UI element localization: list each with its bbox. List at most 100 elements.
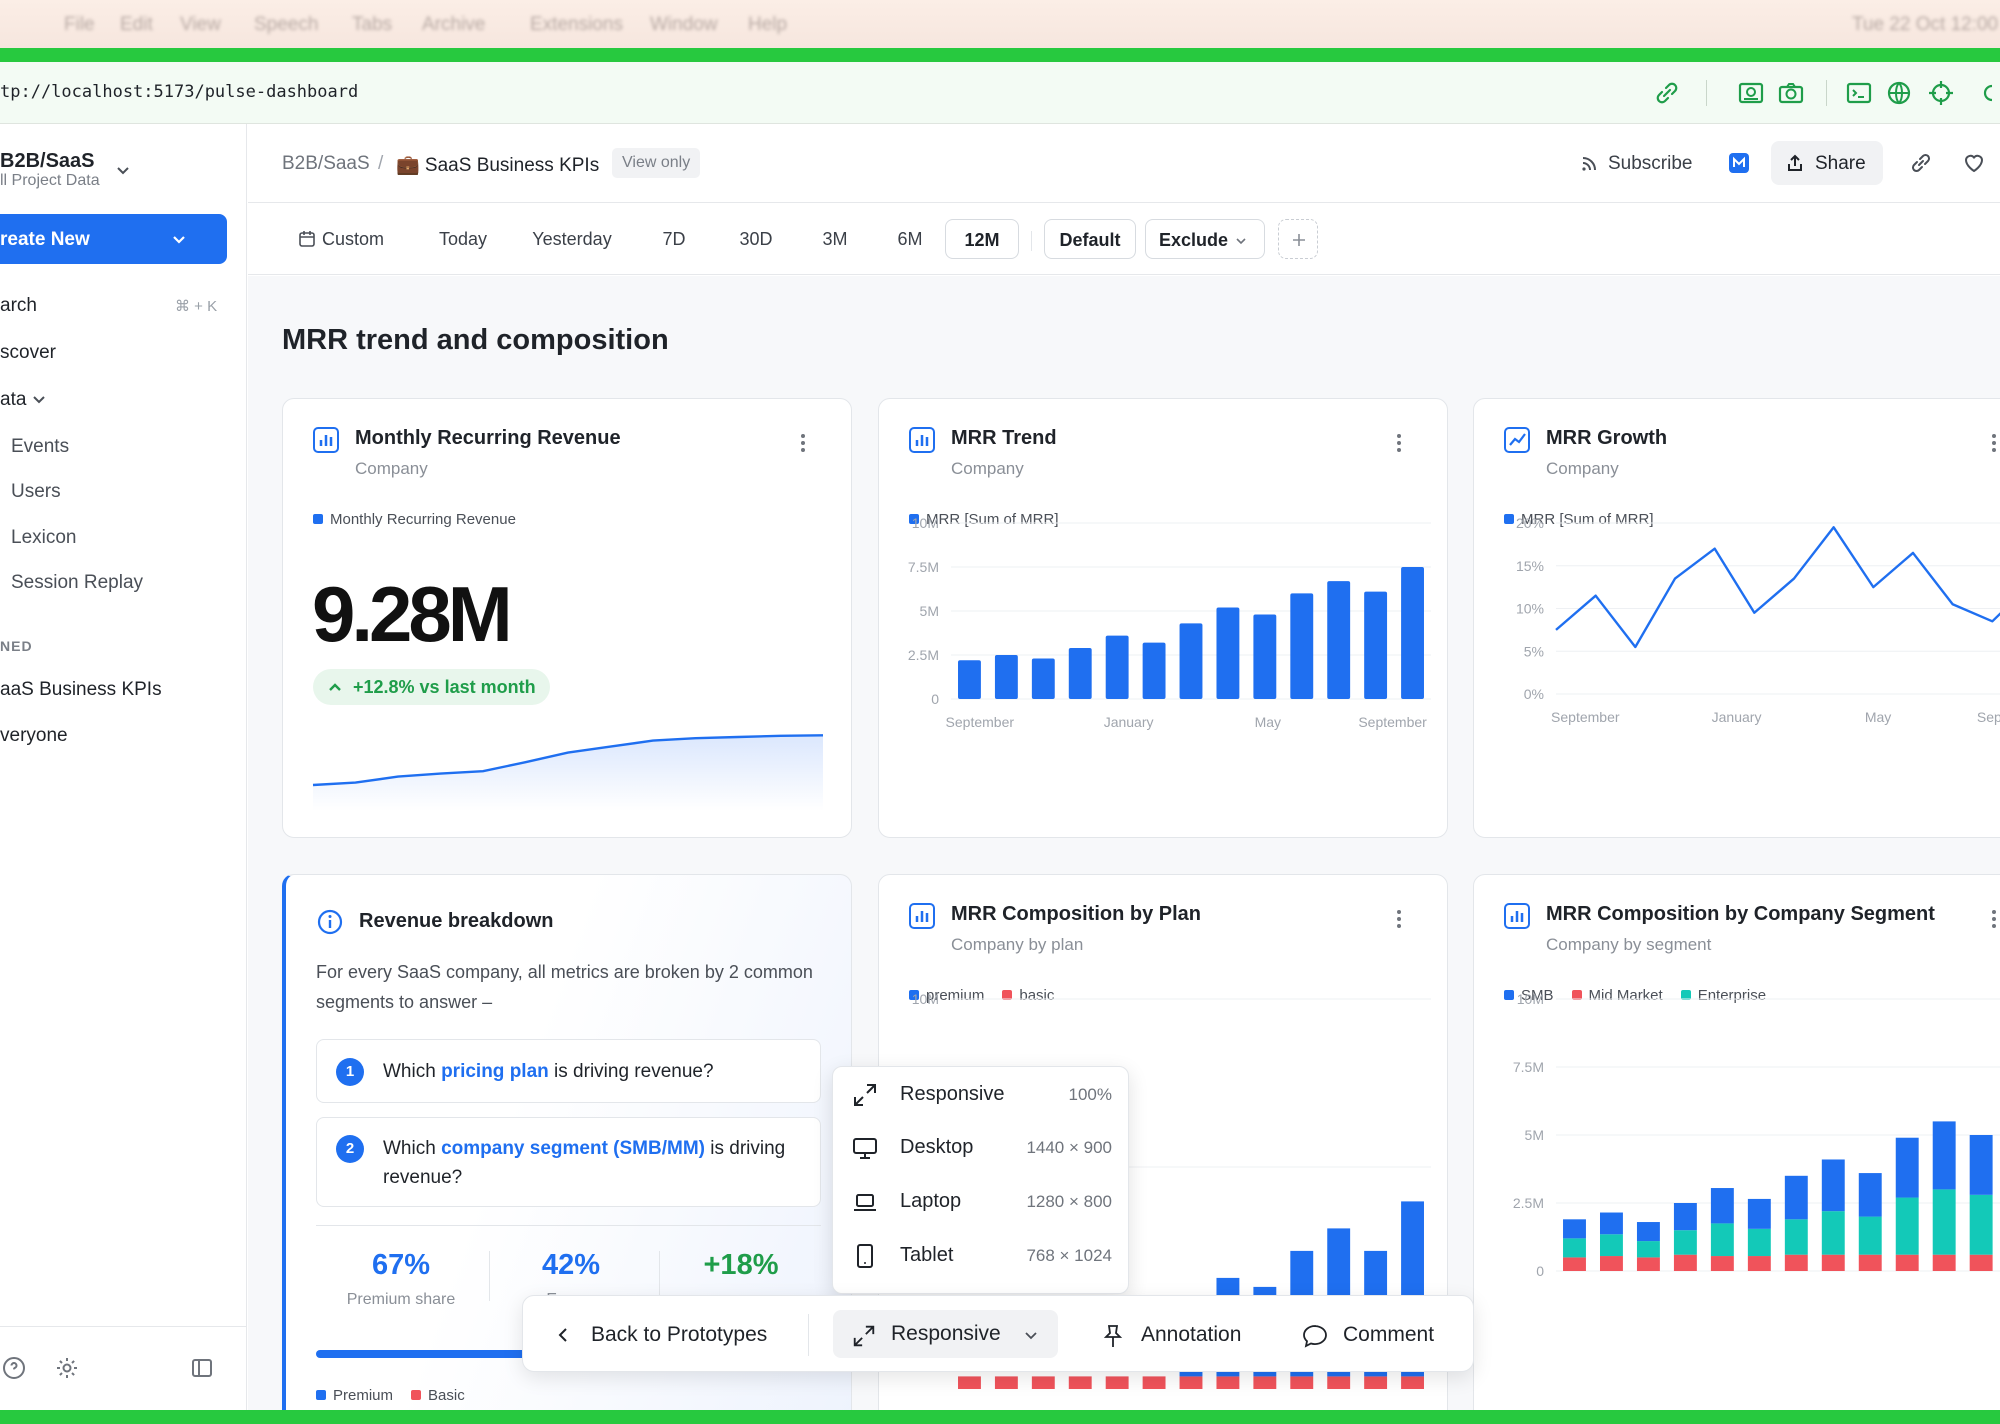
heart-icon[interactable] xyxy=(1961,150,1987,176)
url-field[interactable]: tp://localhost:5173/pulse-dashboard xyxy=(0,82,359,102)
responsive-dropdown[interactable]: Responsive xyxy=(833,1310,1058,1358)
more-options-icon[interactable] xyxy=(1984,907,2000,931)
menu-tabs[interactable]: Tabs xyxy=(352,14,393,35)
menu-view[interactable]: View xyxy=(180,14,221,35)
exclude-dropdown[interactable]: Exclude xyxy=(1145,219,1265,259)
viewport-option-laptop[interactable]: Laptop 1280 × 800 xyxy=(833,1174,1130,1228)
filter-today[interactable]: Today xyxy=(438,229,488,249)
chevron-down-icon xyxy=(1236,238,1246,245)
menu-file[interactable]: File xyxy=(64,14,95,35)
chevron-down-icon[interactable] xyxy=(114,161,132,179)
chevron-down-icon[interactable] xyxy=(30,390,48,408)
expand-icon xyxy=(854,1084,876,1106)
chart-bar-smb xyxy=(1821,1159,1845,1212)
menu-archive[interactable]: Archive xyxy=(422,14,486,35)
camera-icon[interactable] xyxy=(1776,78,1806,108)
sidebar-item-lexicon[interactable]: Lexicon xyxy=(11,527,77,548)
kpi-delta-text: +12.8% vs last month xyxy=(353,677,536,697)
x-tick-label: September xyxy=(1358,714,1427,730)
more-options-icon[interactable] xyxy=(1389,907,1409,931)
chart-bar xyxy=(1401,567,1424,699)
create-new-button[interactable]: reate New xyxy=(0,214,227,264)
card-subtitle: Company by plan xyxy=(951,935,1084,954)
link-icon[interactable] xyxy=(1652,78,1682,108)
project-title[interactable]: B2B/SaaS xyxy=(0,150,95,172)
chart-bar xyxy=(1216,607,1240,699)
sidebar-item-saas-kpis[interactable]: aaS Business KPIs xyxy=(0,679,162,700)
y-tick-label: 0 xyxy=(1536,1263,1544,1279)
breadcrumb-root[interactable]: B2B/SaaS xyxy=(282,153,370,174)
viewport-option-label: Desktop xyxy=(900,1136,974,1158)
filter-custom[interactable]: Custom xyxy=(298,219,398,259)
compare-default-button[interactable]: Default xyxy=(1044,219,1136,259)
card-subtitle: Company xyxy=(355,459,428,478)
stat-value: +18% xyxy=(703,1249,779,1281)
sidebar-item-search[interactable]: arch xyxy=(0,295,37,316)
menu-speech[interactable]: Speech xyxy=(254,14,319,35)
crosshair-icon[interactable] xyxy=(1926,78,1956,108)
annotation-button[interactable]: Annotation xyxy=(1101,1314,1261,1356)
viewport-option-responsive[interactable]: Responsive 100% xyxy=(833,1067,1130,1121)
y-tick-label: 0% xyxy=(1524,686,1544,702)
menu-extensions[interactable]: Extensions xyxy=(530,14,623,35)
help-icon[interactable] xyxy=(2,1356,26,1380)
sidebar-item-discover[interactable]: scover xyxy=(0,342,56,363)
breadcrumb-separator: / xyxy=(378,153,384,174)
chart-bar-enterprise xyxy=(1563,1238,1586,1258)
menu-edit[interactable]: Edit xyxy=(120,14,153,35)
x-tick-label: May xyxy=(1865,709,1891,725)
filter-30d[interactable]: 30D xyxy=(739,229,773,249)
back-to-prototypes-button[interactable]: Back to Prototypes xyxy=(555,1314,767,1356)
more-options-icon[interactable] xyxy=(1389,431,1409,455)
sidebar-item-session-replay[interactable]: Session Replay xyxy=(11,572,144,593)
y-tick-label: 7.5M xyxy=(1513,1059,1544,1075)
mrr-trend-chart: 10M 7.5M 5M 2.5M 0 September January May Septemb… xyxy=(908,515,1431,730)
mrr-growth-card: MRR Growth Company MRR [Sum of MRR] 20% 1… xyxy=(1473,398,2000,838)
more-options-icon[interactable] xyxy=(1984,431,2000,455)
sidebar-item-everyone[interactable]: veryone xyxy=(0,725,68,746)
chart-bar-enterprise xyxy=(1932,1189,1956,1255)
copy-link-icon[interactable] xyxy=(1908,150,1934,176)
chart-bar-enterprise xyxy=(1969,1194,1993,1255)
breakdown-description: For every SaaS company, all metrics are … xyxy=(316,962,813,1012)
add-filter-button[interactable] xyxy=(1278,219,1318,259)
viewport-option-desktop[interactable]: Desktop 1440 × 900 xyxy=(833,1120,1130,1174)
globe-icon[interactable] xyxy=(1884,78,1914,108)
terminal-icon[interactable] xyxy=(1844,78,1874,108)
comment-button[interactable]: Comment xyxy=(1301,1314,1461,1356)
sidebar-item-events[interactable]: Events xyxy=(11,436,70,457)
chart-bar xyxy=(1031,658,1055,699)
sidebar-item-data[interactable]: ata xyxy=(0,389,27,410)
share-button[interactable]: Share xyxy=(1771,141,1883,185)
chart-bar-basic xyxy=(1179,1376,1203,1389)
mrr-trend-card: MRR Trend Company MRR [Sum of MRR] 10M 7.… xyxy=(878,398,1448,838)
filter-yesterday[interactable]: Yesterday xyxy=(532,229,612,249)
legend-label: Premium xyxy=(333,1387,394,1404)
viewport-option-tablet[interactable]: Tablet 768 × 1024 xyxy=(833,1228,1130,1282)
image-capture-icon[interactable] xyxy=(1736,78,1766,108)
card-subtitle: Company xyxy=(1546,459,1619,478)
chart-bar-smb xyxy=(1673,1203,1697,1231)
more-options-icon[interactable] xyxy=(793,431,813,455)
chart-bar-mid-market xyxy=(1599,1256,1623,1271)
stat-value: 67% xyxy=(371,1249,431,1281)
sidebar-toggle-icon[interactable] xyxy=(190,1356,214,1380)
sidebar-item-users[interactable]: Users xyxy=(11,481,61,502)
bar-chart-icon xyxy=(313,427,339,453)
filter-12m[interactable]: 12M xyxy=(945,219,1019,259)
menu-help[interactable]: Help xyxy=(748,14,788,35)
gear-icon[interactable] xyxy=(55,1356,79,1380)
rss-icon[interactable] xyxy=(1579,154,1599,174)
chart-bar-enterprise xyxy=(1784,1219,1808,1255)
chart-bar-mid-market xyxy=(1895,1254,1919,1271)
filter-7d[interactable]: 7D xyxy=(662,229,686,249)
card-subtitle: Company xyxy=(951,459,1024,478)
menu-window[interactable]: Window xyxy=(650,14,718,35)
extension-icon[interactable] xyxy=(1978,78,2000,108)
chart-bar xyxy=(958,660,981,699)
filter-6m[interactable]: 6M xyxy=(897,229,923,249)
app-badge-icon[interactable] xyxy=(1729,153,1749,173)
subscribe-button[interactable]: Subscribe xyxy=(1608,153,1693,174)
y-tick-label: 20% xyxy=(1516,515,1544,531)
filter-3m[interactable]: 3M xyxy=(822,229,848,249)
